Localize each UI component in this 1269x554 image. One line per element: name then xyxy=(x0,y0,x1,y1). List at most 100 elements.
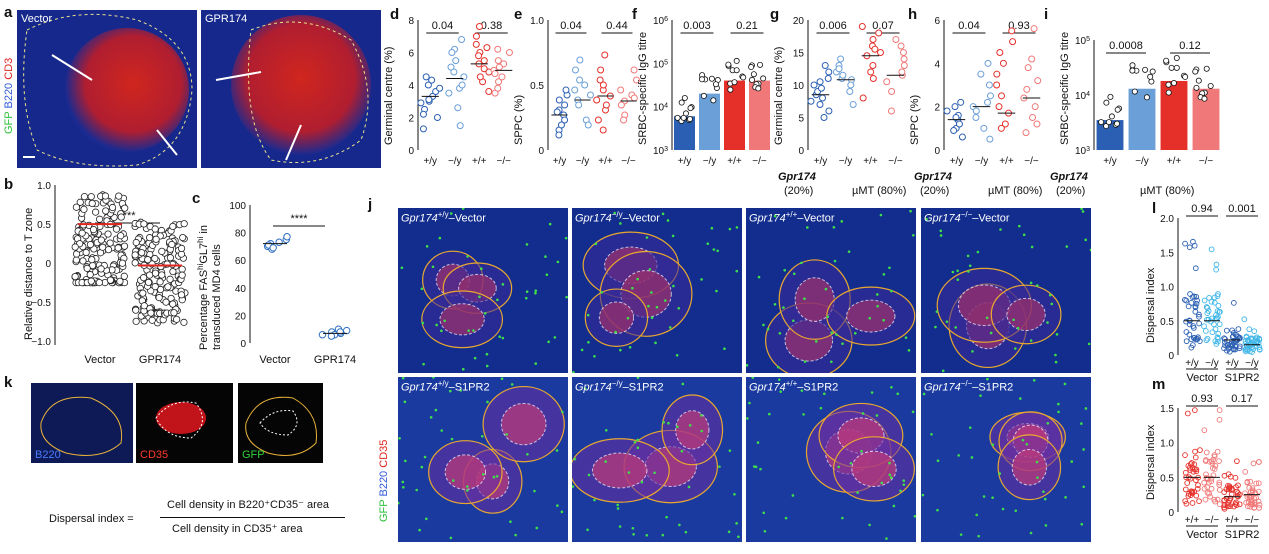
plot-m-point xyxy=(1216,407,1223,413)
plot-m-point xyxy=(1226,485,1233,492)
plot-m-point xyxy=(1248,497,1255,503)
plot-b-point-vector xyxy=(106,239,114,247)
plot-b-point-gpr174 xyxy=(146,271,154,279)
plot-d-point xyxy=(428,76,436,84)
plot-h-point xyxy=(984,98,992,106)
plot-b-point-gpr174 xyxy=(180,220,188,228)
plot-d-ytick: 0 xyxy=(408,146,414,157)
plot-l-point xyxy=(1232,337,1238,344)
plot-l-point xyxy=(1256,344,1263,350)
plot-l-point xyxy=(1217,308,1223,315)
plot-m-point xyxy=(1203,457,1209,463)
plot-c-xlabel: Vector xyxy=(259,354,291,366)
plot-f-point xyxy=(699,76,706,83)
plot-m-point xyxy=(1225,503,1231,510)
plot-l-point xyxy=(1234,337,1240,344)
plot-m-point xyxy=(1191,488,1198,495)
plot-m-point xyxy=(1225,500,1232,506)
plot-l-xlabel: −/y xyxy=(1205,358,1219,369)
plot-m-point xyxy=(1255,488,1262,495)
plot-b-ytick: −0.5 xyxy=(31,298,51,309)
plot-e-point xyxy=(555,96,563,104)
plot-m-point xyxy=(1216,416,1223,423)
plot-i-point xyxy=(1143,94,1150,101)
plot-e-point xyxy=(581,81,589,89)
plot-e-ytick: 1.0 xyxy=(530,16,544,27)
plot-m-point xyxy=(1187,461,1194,467)
plot-g-point xyxy=(876,49,884,56)
plot-b-point-vector xyxy=(92,208,100,216)
plot-c-point-vector xyxy=(283,233,291,241)
plot-l-point xyxy=(1215,314,1221,320)
plot-g-point xyxy=(810,81,818,89)
plot-m-point xyxy=(1226,497,1233,504)
plot-b-xlabel: GPR174 xyxy=(139,354,181,366)
plot-l-point xyxy=(1221,339,1228,345)
plot-l-point xyxy=(1221,345,1227,352)
plot-l-point xyxy=(1207,318,1214,325)
plot-i-ytick: 105 xyxy=(1075,36,1090,48)
plot-l-point xyxy=(1253,339,1260,346)
micrograph-j-row1-3: Gpr174−/−–Vector xyxy=(921,208,1091,373)
plot-l-point xyxy=(1235,326,1242,332)
plot-i-point xyxy=(1193,84,1200,91)
plot-l-point xyxy=(1215,291,1221,297)
dispersal-formula-lhs: Dispersal index = xyxy=(49,513,134,525)
plot-g-ytick: 10 xyxy=(793,81,805,92)
plot-l-point xyxy=(1254,338,1261,345)
plot-m-point xyxy=(1242,468,1249,475)
plot-b-point-vector xyxy=(72,256,80,264)
plot-b: Relative distance to T zone 1.0 0.5 0 −0… xyxy=(0,180,200,370)
panel-letter-b: b xyxy=(4,176,14,193)
plot-d-point xyxy=(475,23,483,30)
plot-l-point xyxy=(1214,334,1221,341)
plot-d-point xyxy=(456,122,464,130)
micrograph-k-cd35: CD35 xyxy=(136,383,233,463)
plot-m-point xyxy=(1244,479,1251,486)
panel-letter-l: l xyxy=(1152,200,1157,217)
plot-g-point xyxy=(839,71,847,79)
plot-l-point xyxy=(1193,293,1200,300)
plot-m-point xyxy=(1247,478,1254,485)
plot-l-point xyxy=(1249,349,1255,355)
plot-g-point xyxy=(858,23,866,30)
plot-l-point xyxy=(1243,342,1250,349)
plot-l-point xyxy=(1189,294,1196,301)
plot-m-point xyxy=(1236,491,1243,498)
plot-l-point xyxy=(1215,335,1221,342)
plot-b-point-gpr174 xyxy=(180,318,188,326)
plot-m-point xyxy=(1225,486,1232,493)
plot-d-point xyxy=(505,49,513,56)
plot-m-point xyxy=(1253,494,1259,501)
plot-i-pvalue: 0.12 xyxy=(1179,40,1200,52)
plot-h-ytick: 6 xyxy=(934,16,940,27)
dispersal-formula-bar xyxy=(160,517,345,518)
plot-m-point xyxy=(1182,486,1189,493)
plot-g-point xyxy=(819,94,827,102)
plot-b-point-gpr174 xyxy=(151,225,159,233)
plot-l-point xyxy=(1195,334,1201,341)
plot-m-point xyxy=(1189,489,1195,495)
plot-g-point xyxy=(837,55,845,63)
plot-f-point xyxy=(712,81,719,88)
plot-m-point xyxy=(1256,504,1262,511)
plot-l-point xyxy=(1225,342,1232,348)
plot-b-point-vector xyxy=(78,229,86,237)
plot-b-point-gpr174 xyxy=(140,274,148,282)
micrograph-j-row2-2: Gpr174+/+–S1PR2 xyxy=(746,377,916,542)
plot-l-point xyxy=(1242,341,1249,347)
plot-l-point xyxy=(1256,346,1263,353)
plot-m-point xyxy=(1252,490,1259,497)
plot-g-point xyxy=(899,49,907,56)
plot-f-ytick: 103 xyxy=(653,146,668,158)
plot-l-point xyxy=(1235,333,1242,340)
plot-m-point xyxy=(1225,471,1232,478)
plot-e-point xyxy=(630,66,638,74)
plot-l-point xyxy=(1188,344,1195,351)
plot-m-pvalue: 0.17 xyxy=(1231,393,1252,405)
plot-m-point xyxy=(1190,468,1197,475)
plot-b-point-gpr174 xyxy=(144,278,153,287)
plot-i-point xyxy=(1170,80,1177,87)
plot-i-ytick: 104 xyxy=(1075,91,1090,103)
micrograph-j-row1-0: Gpr174+/y–Vector xyxy=(398,208,568,373)
